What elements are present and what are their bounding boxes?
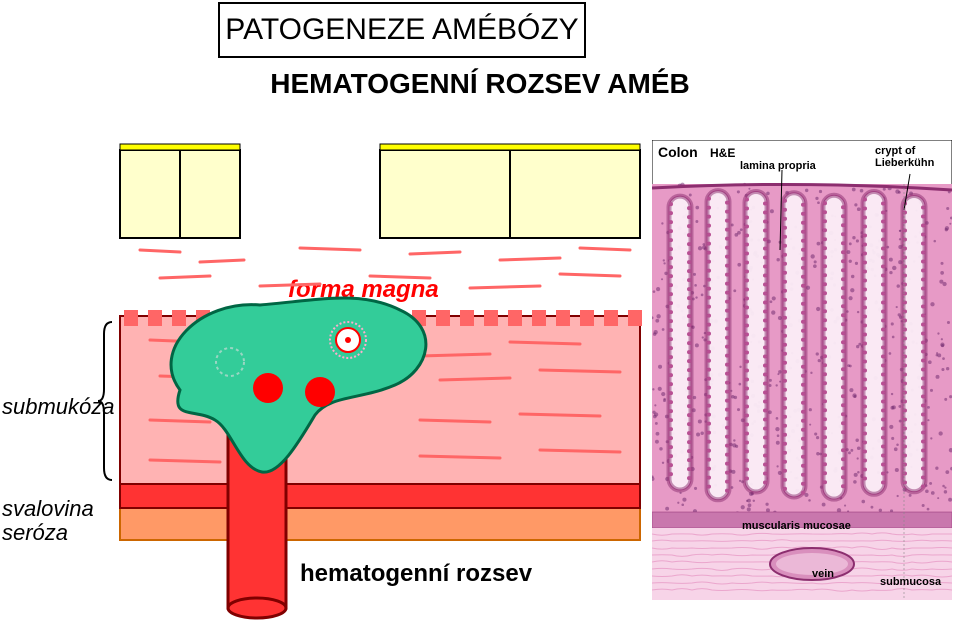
slide-stage: PATOGENEZE AMÉBÓZY HEMATOGENNÍ ROZSEV AM… xyxy=(0,0,960,621)
histo-label-vein: vein xyxy=(812,568,834,580)
histo-label-crypt: crypt ofLieberkühn xyxy=(875,146,934,169)
histo-label-muscularis: muscularis mucosae xyxy=(742,520,851,532)
histo-label-colon: Colon xyxy=(658,144,698,160)
histo-label-stain: H&E xyxy=(710,146,735,160)
histo-label-lamina: lamina propria xyxy=(740,160,816,172)
histo-label-submucosa: submucosa xyxy=(880,576,941,588)
